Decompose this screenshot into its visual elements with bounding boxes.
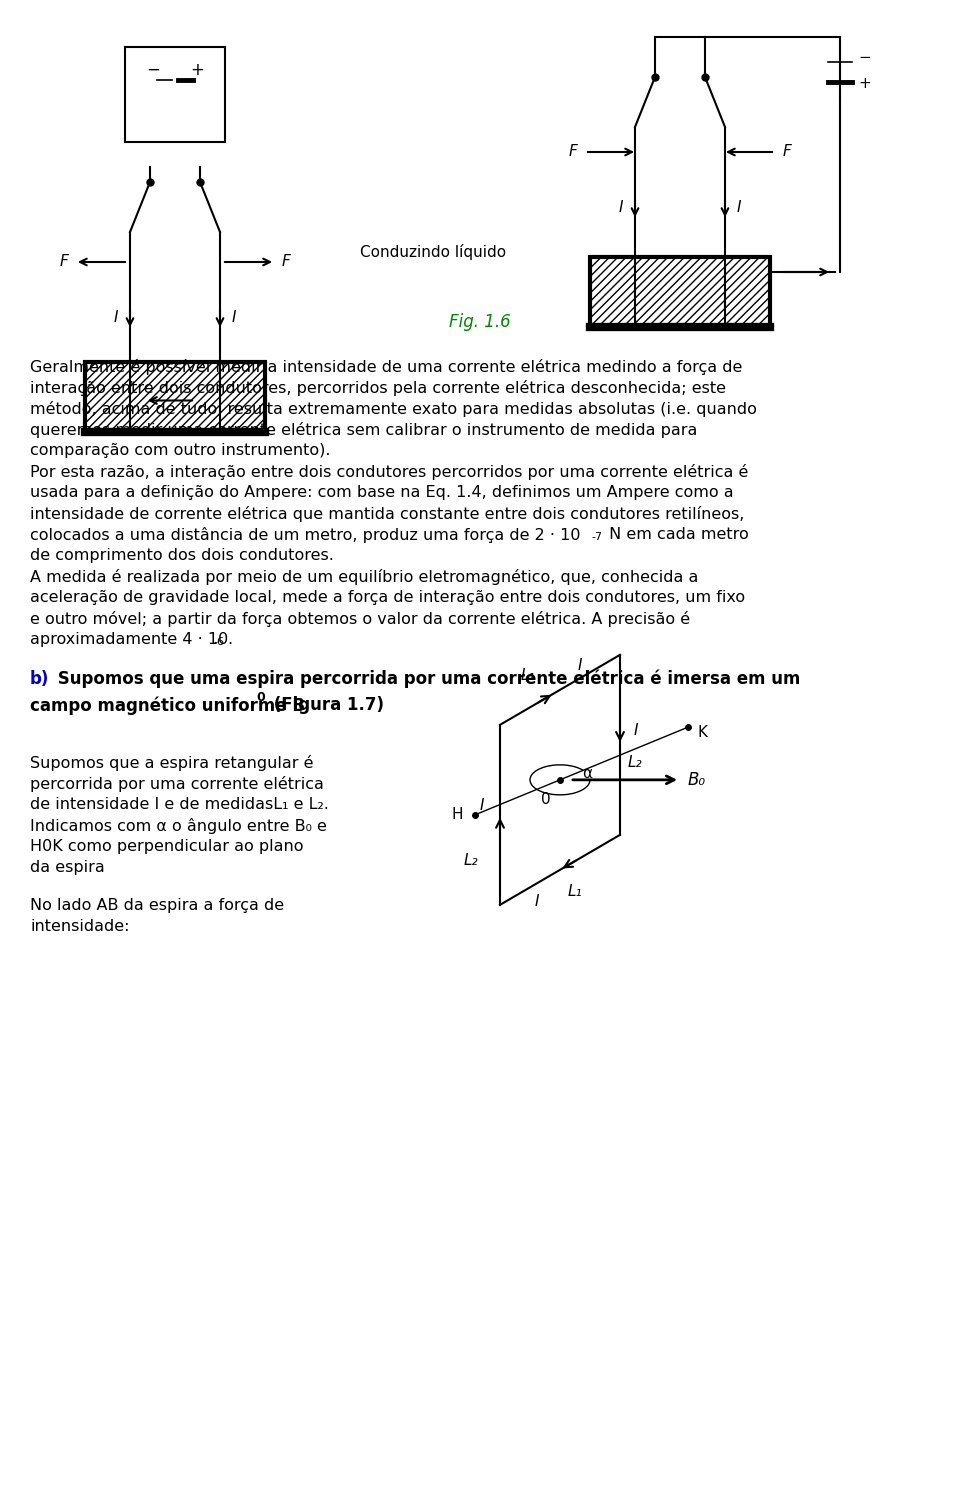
Text: e outro móvel; a partir da força obtemos o valor da corrente elétrica. A precisã: e outro móvel; a partir da força obtemos… (30, 611, 690, 628)
Text: (Figura 1.7): (Figura 1.7) (268, 696, 384, 714)
Text: L₂: L₂ (628, 755, 642, 770)
Text: I: I (634, 723, 638, 739)
Text: intensidade:: intensidade: (30, 919, 130, 934)
Bar (85, 361, 265, 433)
Text: 0: 0 (256, 691, 265, 703)
Text: H: H (451, 807, 463, 822)
Text: I: I (736, 199, 741, 214)
Text: queremos medir uma corrente elétrica sem calibrar o instrumento de medida para: queremos medir uma corrente elétrica sem… (30, 422, 697, 439)
Text: interação entre dois condutores, percorridos pela corrente elétrica desconhecida: interação entre dois condutores, percorr… (30, 381, 726, 396)
Text: F: F (783, 144, 792, 159)
Text: Fig. 1.6: Fig. 1.6 (449, 312, 511, 332)
Text: intensidade de corrente elétrica que mantida constante entre dois condutores ret: intensidade de corrente elétrica que man… (30, 506, 744, 522)
Text: A medida é realizada por meio de um equilíbrio eletromagnético, que, conhecida a: A medida é realizada por meio de um equi… (30, 570, 698, 584)
Text: I: I (231, 309, 236, 324)
Text: Conduzindo líquido: Conduzindo líquido (360, 244, 506, 260)
Text: aceleração de gravidade local, mede a força de interação entre dois condutores, : aceleração de gravidade local, mede a fo… (30, 590, 745, 605)
Text: percorrida por uma corrente elétrica: percorrida por uma corrente elétrica (30, 776, 324, 793)
Text: L₁: L₁ (520, 668, 536, 683)
Text: B₀: B₀ (688, 770, 706, 788)
Text: K: K (698, 724, 708, 741)
Text: método, acima de tudo, resulta extremamente exato para medidas absolutas (i.e. q: método, acima de tudo, resulta extremame… (30, 401, 756, 416)
Text: -6: -6 (213, 636, 224, 647)
Text: I: I (619, 199, 623, 214)
Bar (85, 361, 265, 433)
Bar (590, 257, 770, 327)
Text: aproximadamente 4 · 10: aproximadamente 4 · 10 (30, 632, 228, 647)
Text: Supomos que a espira retangular é: Supomos que a espira retangular é (30, 755, 314, 770)
Text: +: + (190, 61, 204, 79)
Text: L₁: L₁ (567, 883, 583, 898)
Text: −: − (858, 51, 871, 65)
Text: I: I (535, 894, 540, 910)
Text: I: I (479, 799, 484, 813)
Text: da espira: da espira (30, 859, 105, 874)
Text: N em cada metro: N em cada metro (604, 526, 749, 541)
Text: Por esta razão, a interação entre dois condutores percorridos por uma corrente e: Por esta razão, a interação entre dois c… (30, 464, 749, 480)
Bar (590, 257, 770, 327)
Text: Geralmente é possível medir a intensidade de uma corrente elétrica medindo a for: Geralmente é possível medir a intensidad… (30, 358, 742, 375)
Text: −: − (146, 61, 160, 79)
Text: F: F (568, 144, 577, 159)
Text: de intensidade I e de medidasL₁ e L₂.: de intensidade I e de medidasL₁ e L₂. (30, 797, 329, 812)
Text: .: . (227, 632, 232, 647)
Text: comparação com outro instrumento).: comparação com outro instrumento). (30, 443, 330, 458)
Text: α: α (582, 766, 592, 781)
Text: Supomos que uma espira percorrida por uma corrente elétrica é imersa em um: Supomos que uma espira percorrida por um… (52, 669, 801, 688)
Text: de comprimento dos dois condutores.: de comprimento dos dois condutores. (30, 549, 334, 564)
Text: I: I (113, 309, 118, 324)
Text: colocados a uma distância de um metro, produz uma força de 2 · 10: colocados a uma distância de um metro, p… (30, 526, 581, 543)
Text: H0K como perpendicular ao plano: H0K como perpendicular ao plano (30, 839, 303, 854)
Text: usada para a definição do Ampere: com base na Eq. 1.4, definimos um Ampere como : usada para a definição do Ampere: com ba… (30, 485, 733, 500)
Text: F: F (282, 254, 291, 269)
Text: L₂: L₂ (464, 854, 478, 868)
Text: F: F (60, 254, 68, 269)
Text: 0: 0 (541, 793, 551, 807)
Text: I: I (128, 381, 132, 396)
Text: b): b) (30, 669, 49, 688)
Text: Indicamos com α o ângulo entre B₀ e: Indicamos com α o ângulo entre B₀ e (30, 818, 326, 834)
Text: campo magnético uniforme B: campo magnético uniforme B (30, 696, 305, 715)
Text: No lado AB da espira a força de: No lado AB da espira a força de (30, 898, 284, 913)
Text: +: + (858, 76, 871, 92)
Text: -7: -7 (591, 532, 602, 541)
Text: I: I (578, 657, 583, 672)
